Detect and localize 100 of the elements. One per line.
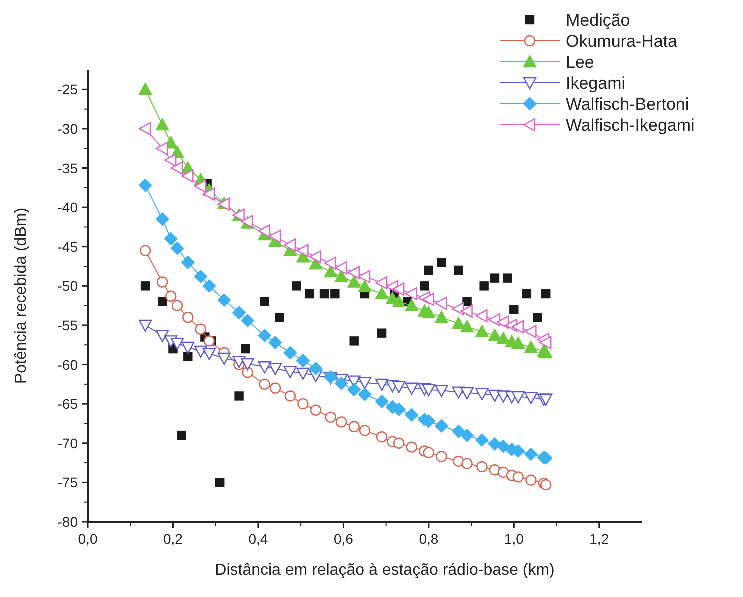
point	[138, 178, 152, 192]
point	[296, 354, 310, 368]
point	[310, 404, 322, 416]
y-tick-label: -25	[58, 82, 78, 98]
legend-label: Ikegami	[566, 74, 626, 93]
point	[540, 336, 552, 350]
point	[258, 329, 272, 342]
point	[375, 395, 389, 408]
point	[512, 472, 524, 483]
point	[258, 362, 272, 374]
point	[334, 270, 348, 282]
point	[358, 280, 372, 293]
point	[232, 356, 246, 368]
point	[436, 451, 448, 462]
x-tick-label: 1,2	[590, 531, 610, 547]
point	[524, 392, 538, 404]
point	[275, 313, 284, 322]
point	[540, 394, 553, 406]
point	[460, 320, 474, 333]
point	[140, 282, 150, 291]
y-tick-label: -35	[58, 160, 78, 176]
point	[260, 297, 270, 306]
point	[292, 282, 302, 291]
point	[202, 280, 216, 293]
point	[158, 297, 168, 306]
point	[170, 242, 184, 256]
point	[194, 180, 207, 193]
point	[375, 276, 388, 290]
legend-label: Okumura-Hata	[566, 32, 678, 51]
point	[435, 311, 448, 324]
point	[524, 340, 538, 354]
point	[348, 383, 361, 397]
point	[376, 432, 388, 443]
point	[422, 292, 435, 306]
point	[512, 336, 526, 350]
y-tick-label: -30	[58, 120, 78, 137]
point	[350, 336, 359, 346]
point	[542, 289, 551, 299]
point	[526, 474, 537, 486]
x-tick-label: 0,6	[334, 531, 354, 547]
point	[358, 388, 372, 402]
point	[156, 212, 170, 226]
legend-label: Lee	[566, 53, 594, 72]
point	[375, 287, 389, 300]
point	[454, 266, 464, 276]
x-tick-label: 0,8	[419, 531, 439, 547]
point	[284, 346, 298, 360]
point	[268, 336, 282, 350]
point	[476, 309, 488, 323]
point	[330, 289, 340, 299]
point	[270, 382, 282, 394]
point	[460, 304, 473, 318]
point	[156, 276, 168, 288]
point	[405, 382, 418, 395]
point	[336, 416, 348, 428]
point	[512, 391, 526, 404]
point	[284, 366, 298, 378]
point	[320, 289, 330, 299]
point	[166, 290, 177, 302]
point	[359, 425, 371, 436]
point	[377, 328, 387, 338]
x-axis-title: Distância em relação à estação rádio-base (km)	[215, 562, 555, 579]
point	[232, 306, 246, 320]
x-tick-label: 0,4	[248, 531, 268, 547]
point	[172, 300, 184, 312]
point	[241, 314, 254, 328]
point	[488, 329, 502, 342]
point	[309, 250, 322, 264]
point	[435, 296, 448, 310]
point	[182, 256, 195, 270]
point	[392, 295, 406, 308]
y-tick-label: -40	[58, 200, 78, 216]
y-tick-label: -50	[58, 278, 78, 294]
point	[298, 398, 309, 410]
point	[218, 294, 231, 307]
point	[242, 367, 254, 378]
point	[452, 317, 466, 330]
point	[177, 430, 186, 440]
x-tick-label: 0,2	[163, 531, 184, 547]
y-tick-label: -55	[58, 317, 78, 334]
point	[405, 408, 418, 422]
point	[164, 154, 177, 167]
point	[202, 188, 216, 201]
point	[296, 368, 310, 380]
point	[241, 358, 254, 371]
y-tick-label: -75	[58, 474, 78, 491]
legend-label: Medição	[566, 11, 630, 30]
point	[393, 438, 405, 449]
point	[437, 258, 446, 268]
point	[423, 447, 435, 458]
point	[358, 270, 371, 284]
point	[452, 425, 466, 438]
point	[348, 421, 360, 432]
point	[284, 390, 296, 402]
point	[182, 170, 194, 183]
point	[138, 122, 152, 136]
point	[204, 336, 216, 347]
point	[510, 305, 519, 314]
point	[241, 344, 250, 354]
point	[490, 274, 500, 283]
